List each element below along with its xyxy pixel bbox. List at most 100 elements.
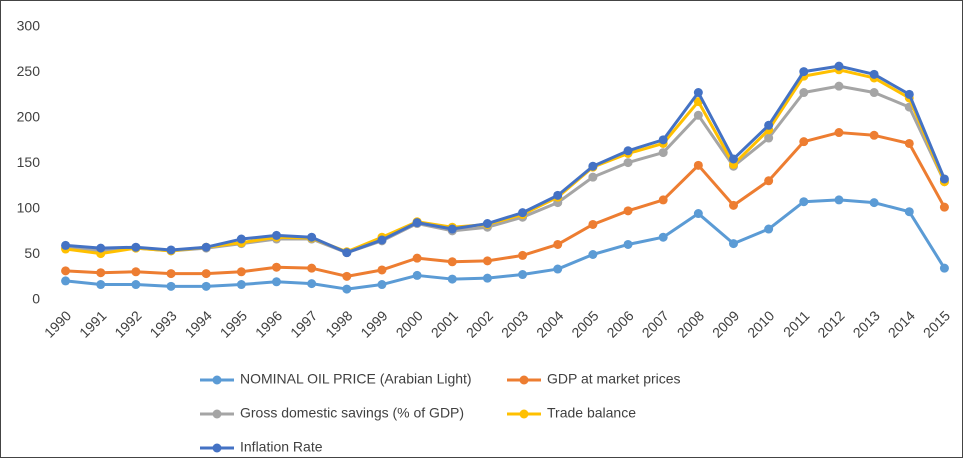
data-point [553,190,563,200]
data-point [377,280,387,290]
data-point [342,271,352,281]
data-point [447,224,457,234]
data-point [553,264,563,274]
data-point [658,148,668,158]
y-tick-label: 200 [17,109,41,125]
legend-label: NOMINAL OIL PRICE (Arabian Light) [240,371,472,387]
data-point [412,270,422,280]
data-point [201,269,211,279]
data-point [307,232,317,242]
data-point [623,158,633,168]
data-point [834,81,844,91]
data-point [904,89,914,99]
legend-marker [212,375,222,385]
data-point [96,268,106,278]
data-point [588,161,598,171]
data-point [482,256,492,266]
data-point [201,242,211,252]
legend-label: Trade balance [547,405,636,421]
data-point [693,160,703,170]
data-point [623,146,633,156]
data-point [764,176,774,186]
y-tick-label: 300 [17,18,41,34]
data-point [623,239,633,249]
data-point [166,269,176,279]
data-point [518,270,528,280]
legend-marker [212,443,222,453]
data-point [96,280,106,290]
y-tick-label: 100 [17,200,41,216]
series-line [65,131,946,278]
data-point [447,274,457,284]
data-point [412,253,422,263]
y-tick-label: 250 [17,63,41,79]
data-point [658,195,668,205]
legend-marker [519,375,529,385]
data-point [834,128,844,138]
data-point [96,243,106,253]
legend-marker [212,409,222,419]
data-point [342,284,352,294]
data-point [869,69,879,79]
data-point [482,219,492,229]
data-point [61,276,71,286]
data-point [939,202,949,212]
data-point [693,88,703,98]
data-point [272,277,281,287]
data-point [61,266,71,276]
data-point [729,239,738,249]
y-tick-label: 150 [17,154,41,170]
data-point [166,245,176,255]
data-point [553,239,563,249]
data-point [623,206,633,216]
data-point [201,281,211,291]
series-line [65,64,946,255]
data-point [342,248,352,258]
data-point [518,208,528,218]
y-tick-label: 0 [32,291,40,307]
data-point [377,265,387,275]
data-point [236,234,246,244]
data-point [869,130,879,140]
data-point [729,154,738,164]
data-point [764,224,774,234]
data-point [131,267,141,277]
data-point [904,138,914,148]
data-point [588,219,598,229]
data-point [693,110,703,120]
data-point [904,207,914,217]
data-point [482,273,492,283]
data-point [799,197,809,207]
data-point [834,195,844,205]
data-point [588,250,598,259]
data-point [131,242,141,252]
data-point [131,280,141,290]
y-tick-label: 50 [24,245,40,261]
data-point [693,209,703,219]
data-point [61,240,71,250]
data-point [272,262,281,272]
data-point [447,257,457,267]
data-point [834,61,844,71]
data-point [658,135,668,145]
legend-label: Gross domestic savings (% of GDP) [240,405,464,421]
data-point [272,230,281,240]
data-point [518,250,528,260]
data-point [764,120,774,130]
data-point [236,267,246,277]
data-point [799,88,809,98]
legend-marker [519,409,529,419]
data-point [729,200,738,210]
legend-label: GDP at market prices [547,371,681,387]
data-point [588,172,598,182]
data-point [764,133,774,143]
data-point [236,280,246,290]
data-point [377,235,387,245]
data-point [939,174,949,184]
data-point [939,263,949,273]
data-point [412,218,422,228]
series-line [65,198,946,291]
data-point [869,198,879,208]
data-point [166,281,176,291]
